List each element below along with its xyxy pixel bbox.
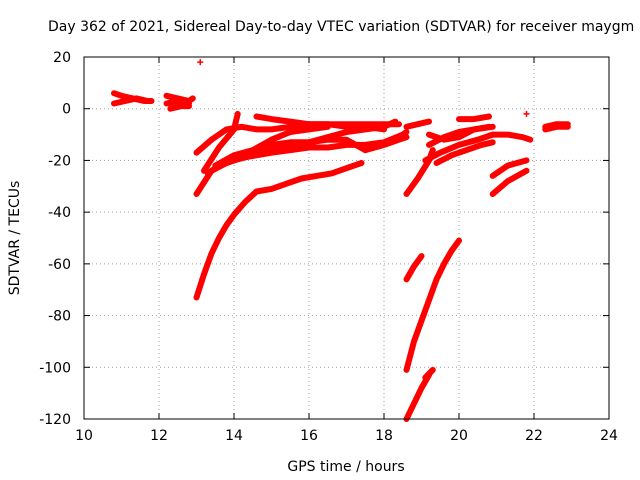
y-tick-labels: 20 0 -20 -40 -60 -80 -100 -120	[39, 50, 71, 428]
y-tick-label: 0	[62, 102, 71, 118]
data-trace-s20	[433, 139, 496, 166]
y-tick-label: -20	[48, 153, 71, 169]
data-trace-s7	[201, 110, 241, 174]
x-tick-label: 16	[300, 428, 318, 444]
data-point-single1	[197, 59, 204, 66]
x-tick-label: 10	[75, 428, 93, 444]
data-trace-s12	[253, 113, 387, 133]
data-trace-s24	[489, 167, 530, 197]
data-trace-s4	[163, 98, 192, 107]
data-trace-s2	[111, 95, 151, 107]
data-trace-s16	[403, 118, 432, 130]
y-tick-label: 20	[53, 50, 71, 66]
y-tick-label: -60	[48, 257, 71, 273]
data-trace-s21	[456, 113, 492, 123]
x-tick-label: 24	[600, 428, 618, 444]
x-tick-label: 22	[525, 428, 543, 444]
data-trace-s19	[426, 123, 496, 148]
x-axis-label: GPS time / hours	[287, 459, 404, 475]
data-trace-s17	[422, 131, 496, 164]
data-trace-s26	[542, 123, 571, 133]
data-trace-s23	[489, 157, 530, 179]
x-tick-label: 12	[150, 428, 168, 444]
chart-title: Day 362 of 2021, Sidereal Day-to-day VTE…	[48, 19, 634, 35]
data-trace-s27	[403, 253, 425, 283]
y-tick-label: -100	[39, 360, 71, 376]
data-trace-s29	[403, 372, 432, 422]
data-point-single2	[523, 110, 530, 117]
x-tick-label: 14	[225, 428, 243, 444]
y-axis-label: SDTVAR / TECUs	[7, 181, 23, 296]
x-tick-label: 18	[375, 428, 393, 444]
y-tick-label: -80	[48, 309, 71, 325]
y-tick-label: -120	[39, 412, 71, 428]
data-trace-s11	[212, 136, 369, 169]
x-tick-label: 20	[450, 428, 468, 444]
plot-frame	[83, 56, 610, 420]
data-trace-s30	[422, 366, 436, 381]
axis-ticks	[83, 56, 610, 420]
data-trace-s13	[193, 160, 365, 301]
data-trace-s22	[489, 131, 534, 143]
x-tick-labels: 10 12 14 16 18 20 22 24	[75, 428, 618, 444]
data-trace-s14	[362, 134, 410, 154]
data-trace-s5	[167, 103, 192, 112]
data-trace-s28	[403, 237, 462, 373]
grid-layer	[84, 57, 609, 419]
y-tick-label: -40	[48, 205, 71, 221]
data-traces	[111, 59, 571, 422]
